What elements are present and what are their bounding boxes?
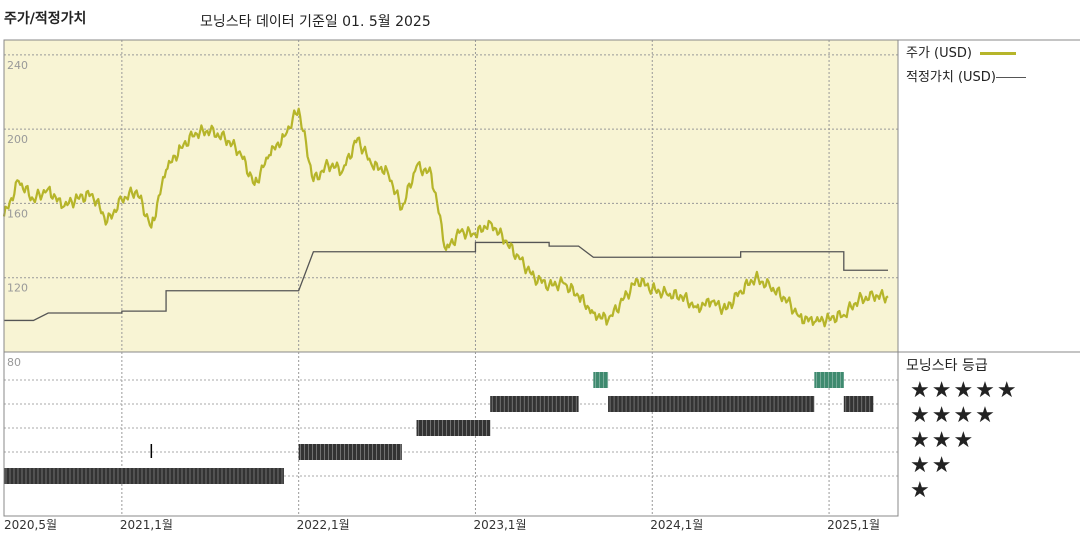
fair-value-line — [4, 241, 888, 322]
legend-fair-value-swatch — [995, 77, 1026, 78]
rating-bar — [608, 396, 815, 412]
rating-bar — [490, 396, 579, 412]
chart-title: 주가/적정가치 — [4, 11, 87, 27]
x-tick-label: 2020,5월 — [4, 518, 58, 532]
x-tick-label: 2022,1월 — [296, 518, 350, 532]
rating-2-stars: ★★ — [910, 453, 954, 478]
legend-fair-value: 적정가치 (USD) — [906, 66, 1026, 85]
rating-bar — [416, 420, 491, 436]
y-tick-label: 160 — [7, 207, 28, 220]
rating-5-stars: ★★★★★ — [910, 378, 1019, 403]
rating-bar — [814, 372, 844, 388]
y-tick-label: 240 — [7, 59, 28, 72]
y-tick-label: 120 — [7, 282, 28, 295]
data-date-subtitle: 모닝스타 데이터 기준일 01. 5월 2025 — [200, 14, 431, 30]
rating-3-stars: ★★★ — [910, 428, 976, 453]
rating-bar — [843, 396, 874, 412]
legend-price-label: 주가 (USD) — [906, 46, 972, 61]
legend-fair-value-label: 적정가치 (USD) — [906, 70, 996, 85]
rating-title: 모닝스타 등급 — [906, 358, 988, 374]
y-tick-label: 200 — [7, 133, 28, 146]
rating-bar — [298, 444, 402, 460]
rating-1-star: ★ — [910, 478, 932, 503]
rating-4-stars: ★★★★ — [910, 403, 997, 428]
legend-price: 주가 (USD) — [906, 42, 1017, 61]
price-panel-bg — [4, 40, 898, 352]
plot-frame — [3, 39, 899, 517]
x-tick-label: 2023,1월 — [473, 518, 527, 532]
x-tick-label: 2024,1월 — [650, 518, 704, 532]
x-tick-label: 2025,1월 — [827, 518, 881, 532]
legend-price-swatch — [980, 52, 1017, 55]
y-tick-label: 80 — [7, 356, 21, 369]
price-line — [2, 107, 889, 328]
x-tick-label: 2021,1월 — [119, 518, 173, 532]
rating-bar — [593, 372, 609, 388]
